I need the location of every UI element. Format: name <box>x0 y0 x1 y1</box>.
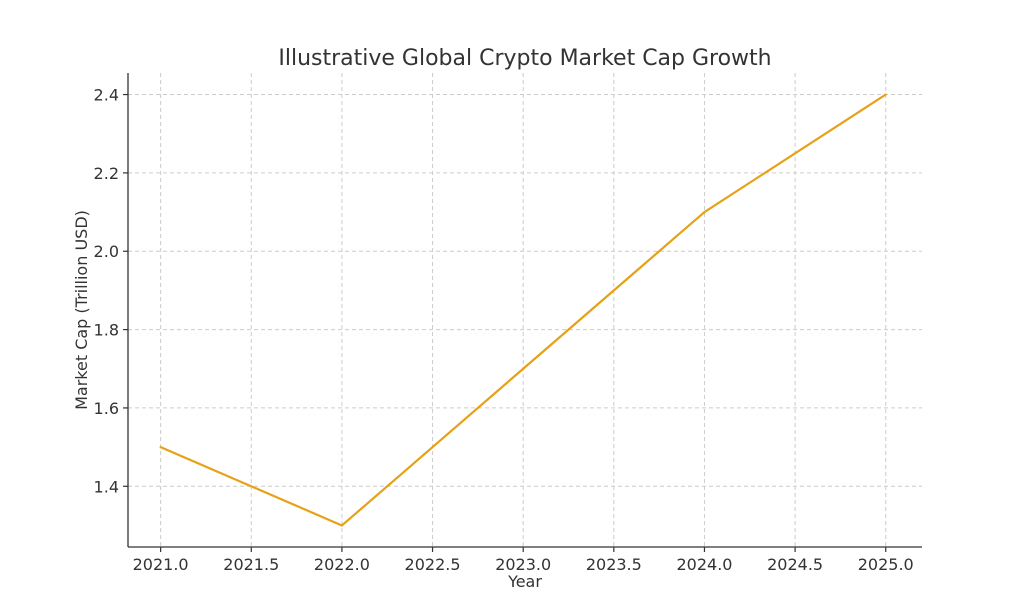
data-point <box>159 446 162 449</box>
x-tick-label: 2025.0 <box>858 555 914 574</box>
data-point <box>884 93 887 96</box>
x-tick-label: 2022.0 <box>314 555 370 574</box>
x-tick-label: 2021.5 <box>223 555 279 574</box>
x-tick-label: 2023.5 <box>586 555 642 574</box>
axes <box>127 73 922 548</box>
x-tick-label: 2024.5 <box>767 555 823 574</box>
grid <box>128 73 922 547</box>
x-ticks: 2021.0 2021.5 2022.0 2022.5 2023.0 2023.5 2024… <box>133 547 914 574</box>
y-tick-label: 2.4 <box>94 86 119 105</box>
x-tick-label: 2022.5 <box>405 555 461 574</box>
series <box>159 93 887 527</box>
data-point <box>340 524 344 527</box>
y-ticks: 1.4 1.6 1.8 2.0 2.2 2.4 <box>94 86 128 496</box>
y-tick-label: 2.0 <box>94 242 119 261</box>
y-tick-label: 2.2 <box>94 164 119 183</box>
chart-title: Illustrative Global Crypto Market Cap Gr… <box>278 46 771 71</box>
y-tick-label: 1.8 <box>94 321 119 340</box>
x-tick-label: 2023.0 <box>495 555 551 574</box>
data-point <box>522 367 525 370</box>
y-tick-label: 1.4 <box>94 477 119 496</box>
x-tick-label: 2024.0 <box>676 555 732 574</box>
data-point <box>703 210 706 214</box>
x-axis-label: Year <box>507 572 542 591</box>
x-tick-label: 2021.0 <box>133 555 189 574</box>
y-tick-label: 1.6 <box>94 399 119 418</box>
y-axis-label: Market Cap (Trillion USD) <box>72 210 91 410</box>
